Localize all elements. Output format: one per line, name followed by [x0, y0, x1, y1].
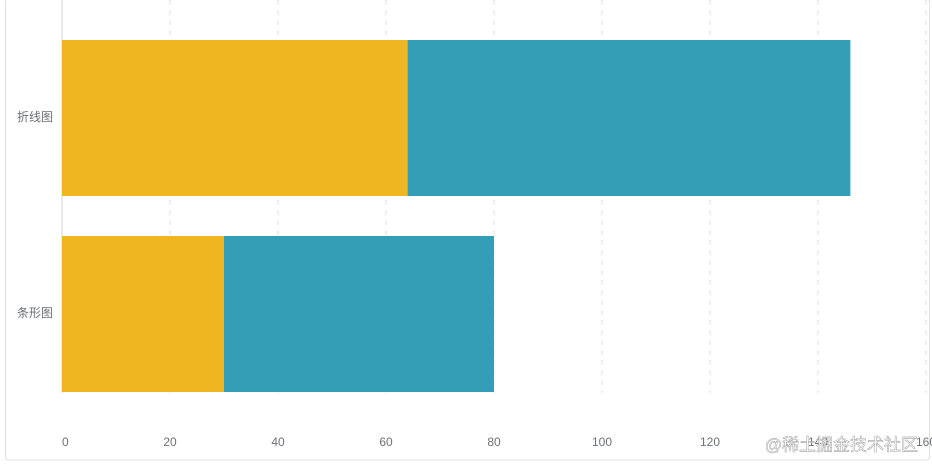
x-tick-label: 20	[163, 435, 177, 449]
x-tick-label: 60	[379, 435, 393, 449]
x-tick-label: 140	[808, 435, 828, 449]
x-tick-label: 100	[592, 435, 612, 449]
x-tick-label: 120	[700, 435, 720, 449]
y-tick-label: 条形图	[17, 306, 53, 320]
bar-segment	[62, 236, 224, 392]
x-tick-label: 160	[916, 435, 932, 449]
bar-segment	[62, 40, 408, 196]
x-tick-label: 0	[62, 435, 69, 449]
x-tick-label: 80	[487, 435, 501, 449]
bar-segment	[224, 236, 494, 392]
watermark: @稀土掘金技术社区	[765, 435, 918, 454]
x-tick-label: 40	[271, 435, 285, 449]
bar-segment	[407, 40, 851, 196]
y-tick-label: 折线图	[17, 109, 53, 124]
